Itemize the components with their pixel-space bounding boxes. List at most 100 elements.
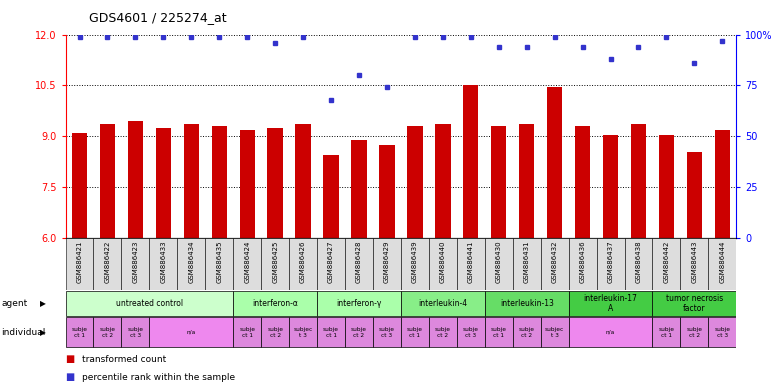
Text: GSM886443: GSM886443 xyxy=(692,241,698,283)
FancyBboxPatch shape xyxy=(652,291,736,316)
Bar xyxy=(407,126,423,238)
Text: GSM886428: GSM886428 xyxy=(356,241,362,283)
Text: subje
ct 2: subje ct 2 xyxy=(686,327,702,338)
Bar xyxy=(183,124,199,238)
Text: GSM886421: GSM886421 xyxy=(76,241,82,283)
Text: GSM886432: GSM886432 xyxy=(551,241,557,283)
Text: subje
ct 3: subje ct 3 xyxy=(379,327,395,338)
Text: GSM886438: GSM886438 xyxy=(635,241,641,283)
Text: subje
ct 2: subje ct 2 xyxy=(435,327,451,338)
Text: subje
ct 1: subje ct 1 xyxy=(323,327,339,338)
FancyBboxPatch shape xyxy=(540,318,568,347)
Bar xyxy=(435,124,450,238)
Text: subje
ct 1: subje ct 1 xyxy=(72,327,88,338)
FancyBboxPatch shape xyxy=(93,238,122,290)
FancyBboxPatch shape xyxy=(540,238,568,290)
FancyBboxPatch shape xyxy=(66,291,233,316)
FancyBboxPatch shape xyxy=(568,238,597,290)
FancyBboxPatch shape xyxy=(652,318,680,347)
FancyBboxPatch shape xyxy=(205,238,233,290)
FancyBboxPatch shape xyxy=(122,318,150,347)
Bar xyxy=(715,129,730,238)
Text: subje
ct 3: subje ct 3 xyxy=(714,327,730,338)
Text: subje
ct 2: subje ct 2 xyxy=(519,327,535,338)
Bar xyxy=(323,155,338,238)
FancyBboxPatch shape xyxy=(485,238,513,290)
FancyBboxPatch shape xyxy=(261,238,289,290)
Bar xyxy=(575,126,591,238)
Text: GSM886437: GSM886437 xyxy=(608,241,614,283)
Text: untreated control: untreated control xyxy=(116,299,183,308)
FancyBboxPatch shape xyxy=(233,318,261,347)
Bar xyxy=(603,135,618,238)
Text: GSM886430: GSM886430 xyxy=(496,241,502,283)
Text: GSM886433: GSM886433 xyxy=(160,241,167,283)
Bar xyxy=(156,128,171,238)
Bar xyxy=(295,124,311,238)
Text: tumor necrosis
factor: tumor necrosis factor xyxy=(665,294,723,313)
Text: GSM886439: GSM886439 xyxy=(412,241,418,283)
Text: subje
ct 1: subje ct 1 xyxy=(407,327,423,338)
Text: subjec
t 3: subjec t 3 xyxy=(294,327,313,338)
FancyBboxPatch shape xyxy=(485,291,568,316)
Text: subje
ct 3: subje ct 3 xyxy=(127,327,143,338)
Bar xyxy=(463,86,479,238)
FancyBboxPatch shape xyxy=(317,238,345,290)
Text: interferon-γ: interferon-γ xyxy=(336,299,382,308)
FancyBboxPatch shape xyxy=(456,238,485,290)
FancyBboxPatch shape xyxy=(93,318,122,347)
Text: GSM886424: GSM886424 xyxy=(244,241,251,283)
Text: subje
ct 1: subje ct 1 xyxy=(239,327,255,338)
Bar xyxy=(240,129,255,238)
Text: ■: ■ xyxy=(66,354,75,364)
Text: ▶: ▶ xyxy=(40,328,46,337)
FancyBboxPatch shape xyxy=(513,318,540,347)
FancyBboxPatch shape xyxy=(373,238,401,290)
FancyBboxPatch shape xyxy=(680,318,709,347)
Text: GSM886425: GSM886425 xyxy=(272,241,278,283)
FancyBboxPatch shape xyxy=(401,318,429,347)
Bar xyxy=(268,128,283,238)
Text: GDS4601 / 225274_at: GDS4601 / 225274_at xyxy=(89,12,227,25)
Text: subje
ct 2: subje ct 2 xyxy=(351,327,367,338)
Text: interleukin-13: interleukin-13 xyxy=(500,299,554,308)
Text: interferon-α: interferon-α xyxy=(252,299,298,308)
Bar xyxy=(72,133,87,238)
FancyBboxPatch shape xyxy=(150,318,233,347)
Text: GSM886444: GSM886444 xyxy=(719,241,726,283)
Bar xyxy=(519,124,534,238)
FancyBboxPatch shape xyxy=(66,238,93,290)
FancyBboxPatch shape xyxy=(233,291,317,316)
Text: interleukin-17
A: interleukin-17 A xyxy=(584,294,638,313)
Text: GSM886422: GSM886422 xyxy=(104,241,110,283)
Text: subje
ct 3: subje ct 3 xyxy=(463,327,479,338)
FancyBboxPatch shape xyxy=(401,238,429,290)
Text: subje
ct 1: subje ct 1 xyxy=(490,327,507,338)
FancyBboxPatch shape xyxy=(289,318,317,347)
Text: GSM886442: GSM886442 xyxy=(663,241,669,283)
Bar xyxy=(211,126,227,238)
FancyBboxPatch shape xyxy=(177,238,205,290)
FancyBboxPatch shape xyxy=(513,238,540,290)
Bar xyxy=(547,87,562,238)
FancyBboxPatch shape xyxy=(625,238,652,290)
Text: GSM886426: GSM886426 xyxy=(300,241,306,283)
FancyBboxPatch shape xyxy=(568,318,652,347)
Text: ■: ■ xyxy=(66,372,75,382)
Bar xyxy=(128,121,143,238)
Text: ▶: ▶ xyxy=(40,299,46,308)
Bar xyxy=(687,152,702,238)
FancyBboxPatch shape xyxy=(568,291,652,316)
FancyBboxPatch shape xyxy=(261,318,289,347)
Bar xyxy=(379,145,395,238)
FancyBboxPatch shape xyxy=(401,291,485,316)
Text: transformed count: transformed count xyxy=(82,354,167,364)
FancyBboxPatch shape xyxy=(485,318,513,347)
FancyBboxPatch shape xyxy=(345,238,373,290)
Text: GSM886441: GSM886441 xyxy=(468,241,474,283)
FancyBboxPatch shape xyxy=(709,238,736,290)
Text: GSM886435: GSM886435 xyxy=(216,241,222,283)
Bar xyxy=(631,124,646,238)
Text: individual: individual xyxy=(2,328,46,337)
Text: percentile rank within the sample: percentile rank within the sample xyxy=(82,372,236,382)
